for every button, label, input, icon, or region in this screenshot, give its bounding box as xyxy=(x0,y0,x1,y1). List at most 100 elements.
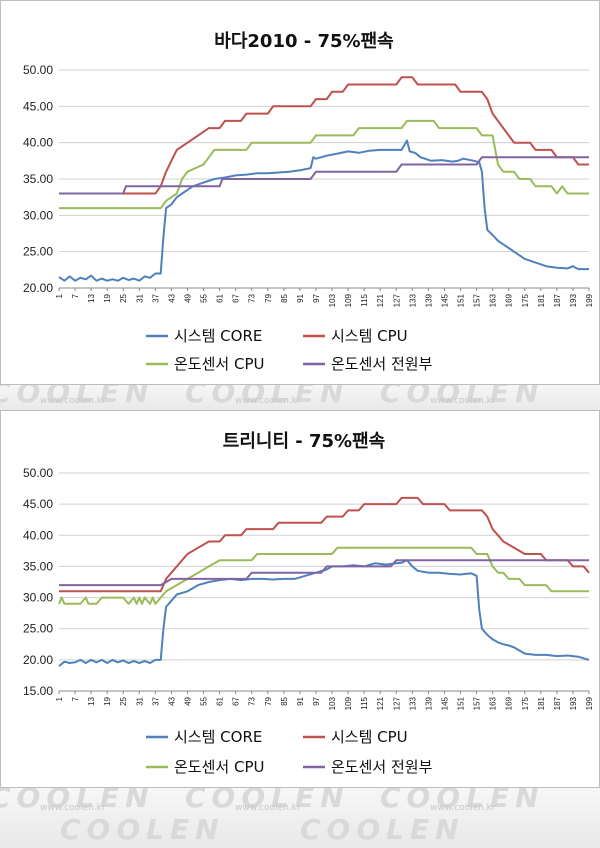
watermark-url: www.coolen.kr xyxy=(40,396,106,406)
chart-title: 바다2010 - 75%팬속 xyxy=(214,31,393,52)
watermark-url: www.coolen.kr xyxy=(235,803,301,813)
legend-label: 시스템 CPU xyxy=(331,327,408,345)
line-chart-trinity: 트리니티 - 75%팬속 15.00 20.00 25.00 30.00 35.00 40.… xyxy=(23,431,594,776)
x-tick-label: 193 xyxy=(569,696,578,710)
x-tick-label: 115 xyxy=(360,293,369,306)
x-tick-label: 145 xyxy=(440,696,449,710)
x-tick-label: 133 xyxy=(408,696,417,710)
x-tick-label: 31 xyxy=(135,293,144,302)
x-tick-label: 79 xyxy=(264,696,273,705)
x-tick-label: 103 xyxy=(328,293,337,307)
x-tick-label: 187 xyxy=(553,293,562,307)
chart-panel-trinity: 트리니티 - 75%팬속 15.00 20.00 25.00 30.00 35.00 40.… xyxy=(0,410,600,788)
x-tick-label: 181 xyxy=(537,293,546,307)
x-tick-label: 55 xyxy=(200,293,209,302)
x-tick-label: 151 xyxy=(457,293,466,307)
series-line-2 xyxy=(59,496,590,593)
x-tick-label: 121 xyxy=(376,696,385,710)
y-tick-label: 25.00 xyxy=(23,622,53,636)
legend-label: 시스템 CORE xyxy=(174,728,262,746)
x-tick-label: 19 xyxy=(103,293,112,302)
x-tick-label: 73 xyxy=(248,293,257,302)
legend-label: 시스템 CPU xyxy=(331,728,408,746)
x-tick-label: 91 xyxy=(296,293,305,302)
series-line-4 xyxy=(59,156,589,195)
legend-label: 시스템 CORE xyxy=(174,327,262,345)
legend-label: 온도센서 CPU xyxy=(174,355,264,373)
watermark-url: www.coolen.kr xyxy=(430,803,496,813)
x-tick-label: 139 xyxy=(424,293,433,307)
x-tick-label: 133 xyxy=(408,293,417,307)
x-tick-label: 7 xyxy=(71,293,80,298)
x-tick-label: 37 xyxy=(151,293,160,302)
x-tick-label: 193 xyxy=(569,293,578,307)
x-tick-label: 163 xyxy=(489,696,498,710)
x-tick-label: 43 xyxy=(167,696,176,705)
x-tick-label: 199 xyxy=(585,696,594,710)
series-line-1 xyxy=(58,139,589,282)
y-tick-label: 45.00 xyxy=(23,497,53,511)
x-tick-label: 187 xyxy=(553,696,562,710)
x-tick-label: 145 xyxy=(440,293,449,307)
x-tick-label: 151 xyxy=(457,696,466,710)
y-tick-label: 40.00 xyxy=(23,528,53,542)
x-tick-label: 61 xyxy=(216,293,225,302)
series-line-1 xyxy=(58,559,590,667)
y-tick-label: 20.00 xyxy=(23,281,53,295)
x-tick-label: 25 xyxy=(119,293,128,302)
x-tick-label: 163 xyxy=(489,293,498,307)
x-tick-label: 139 xyxy=(424,696,433,710)
x-tick-label: 169 xyxy=(505,696,514,710)
x-tick-label: 181 xyxy=(537,696,546,710)
x-tick-label: 175 xyxy=(521,696,530,710)
watermark-url: www.coolen.kr xyxy=(235,396,301,406)
x-tick-label: 49 xyxy=(183,293,192,302)
x-tick-label: 1 xyxy=(55,293,64,298)
x-tick-label: 13 xyxy=(87,696,96,705)
x-tick-label: 109 xyxy=(344,293,353,307)
x-tick-label: 49 xyxy=(183,696,192,705)
watermark-logo: COOLEN xyxy=(300,813,465,846)
y-tick-label: 45.00 xyxy=(23,99,53,113)
legend-label: 온도센서 CPU xyxy=(174,758,264,776)
y-tick-label: 35.00 xyxy=(23,172,53,186)
series-line-3 xyxy=(59,119,589,210)
x-tick-label: 67 xyxy=(232,293,241,302)
watermark-strip: COOLEN COOLEN COOLEN www.coolen.kr www.c… xyxy=(0,781,600,848)
y-tick-label: 50.00 xyxy=(23,466,53,480)
x-tick-label: 157 xyxy=(473,696,482,710)
x-tick-label: 127 xyxy=(392,696,401,710)
y-tick-label: 40.00 xyxy=(23,136,53,150)
series-line-2 xyxy=(59,76,589,195)
x-tick-label: 109 xyxy=(344,696,353,710)
x-tick-label: 25 xyxy=(119,696,128,705)
x-tick-label: 1 xyxy=(55,696,64,701)
watermark-url: www.coolen.kr xyxy=(430,396,496,406)
x-tick-label: 91 xyxy=(296,696,305,705)
x-tick-label: 127 xyxy=(392,293,401,307)
y-tick-label: 50.00 xyxy=(23,63,53,77)
x-tick-label: 199 xyxy=(585,293,594,307)
y-tick-label: 25.00 xyxy=(23,245,53,259)
series-line-3 xyxy=(58,546,589,605)
x-tick-label: 79 xyxy=(264,293,273,302)
watermark-logo: COOLEN xyxy=(60,813,225,846)
x-tick-label: 97 xyxy=(312,696,321,705)
x-tick-label: 103 xyxy=(328,696,337,710)
x-tick-label: 73 xyxy=(248,696,257,705)
watermark-url: www.coolen.kr xyxy=(40,803,106,813)
chart-title: 트리니티 - 75%팬속 xyxy=(223,431,385,452)
y-tick-label: 30.00 xyxy=(23,591,53,605)
x-tick-label: 43 xyxy=(167,293,176,302)
y-tick-label: 35.00 xyxy=(23,559,53,573)
watermark-strip: COOLEN COOLEN COOLEN www.coolen.kr www.c… xyxy=(0,376,600,410)
x-tick-label: 31 xyxy=(135,696,144,705)
x-tick-label: 55 xyxy=(200,696,209,705)
y-tick-label: 20.00 xyxy=(23,653,53,667)
x-tick-label: 169 xyxy=(505,293,514,307)
x-tick-label: 97 xyxy=(312,293,321,302)
x-tick-label: 37 xyxy=(151,696,160,705)
x-tick-label: 67 xyxy=(232,696,241,705)
y-tick-label: 30.00 xyxy=(23,208,53,222)
line-chart-bada2010: 바다2010 - 75%팬속 20.00 25.00 30.00 35.00 40.00 4… xyxy=(23,31,594,373)
